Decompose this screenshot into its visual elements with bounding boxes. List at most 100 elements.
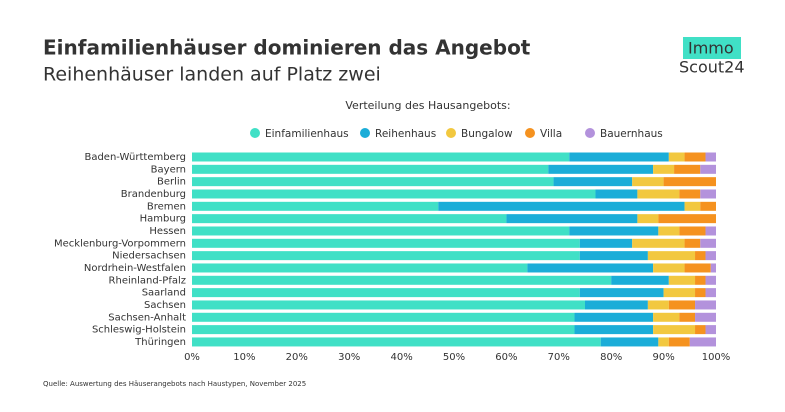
bar-segment	[700, 238, 716, 248]
x-tick-label: 10%	[233, 352, 255, 363]
bar-segment	[192, 214, 507, 224]
legend-marker	[525, 128, 535, 138]
bar-segment	[658, 226, 680, 236]
bar-segment	[192, 325, 575, 335]
bar-segment	[506, 214, 638, 224]
bar-segment	[192, 275, 612, 285]
bar-segment	[695, 300, 716, 310]
bar-segment	[700, 201, 716, 211]
bar-segment	[574, 325, 654, 335]
bar-segment	[668, 152, 685, 162]
bar-segment	[684, 201, 701, 211]
bar-segment	[674, 164, 701, 174]
bar-segment	[548, 164, 654, 174]
bar-segment	[653, 263, 685, 273]
y-tick-label: Nordrhein-Westfalen	[84, 263, 186, 274]
bar-segment	[695, 312, 716, 322]
y-tick-label: Bayern	[151, 164, 186, 175]
bar-segment	[192, 189, 596, 199]
bar-segment	[611, 275, 669, 285]
bar-segment	[668, 337, 690, 347]
y-tick-label: Rheinland-Pfalz	[109, 275, 186, 286]
x-tick-label: 40%	[390, 352, 412, 363]
bar-segment	[637, 189, 680, 199]
bar-segment	[653, 325, 696, 335]
bar-segment	[192, 337, 601, 347]
bar-segment	[192, 152, 570, 162]
bar-segment	[679, 312, 696, 322]
legend-label: Bauernhaus	[600, 128, 663, 140]
y-tick-label: Mecklenburg-Vorpommern	[54, 238, 186, 249]
bar-segment	[595, 189, 638, 199]
bar-segment	[705, 152, 716, 162]
bar-segment	[192, 201, 439, 211]
bar-segment	[438, 201, 685, 211]
legend-marker	[446, 128, 456, 138]
bar-segment	[658, 337, 669, 347]
bar-segment	[632, 177, 664, 187]
chart-subtitle: Reihenhäuser landen auf Platz zwei	[43, 64, 381, 86]
bar-segment	[600, 337, 659, 347]
legend-title: Verteilung des Hausangebots:	[345, 99, 510, 112]
y-tick-label: Niedersachsen	[112, 251, 186, 262]
bar-segment	[647, 300, 669, 310]
legend-marker	[360, 128, 370, 138]
x-tick-label: 100%	[702, 352, 731, 363]
bar-segment	[579, 238, 633, 248]
bar-segment	[192, 177, 554, 187]
y-tick-label: Schleswig-Holstein	[92, 325, 186, 336]
y-tick-label: Bremen	[147, 201, 186, 212]
bar-segment	[192, 226, 570, 236]
legend-label: Bungalow	[461, 128, 513, 140]
bar-segment	[705, 251, 716, 261]
logo-line2: Scout24	[679, 58, 745, 77]
bar-segment	[679, 189, 701, 199]
bar-segment	[684, 263, 711, 273]
bar-segment	[192, 238, 580, 248]
bar-segment	[689, 337, 716, 347]
bar-segment	[632, 238, 685, 248]
y-tick-label: Thüringen	[134, 337, 186, 348]
bar-segment	[192, 288, 580, 298]
x-tick-label: 80%	[600, 352, 622, 363]
y-tick-label: Baden-Württemberg	[84, 152, 186, 163]
bar-segment	[705, 275, 716, 285]
bar-segment	[668, 300, 696, 310]
x-tick-label: 30%	[338, 352, 360, 363]
x-tick-label: 60%	[495, 352, 517, 363]
bar-segment	[527, 263, 654, 273]
x-tick-label: 20%	[286, 352, 308, 363]
bar-segment	[684, 238, 701, 248]
legend-marker	[250, 128, 260, 138]
bar-segment	[574, 312, 654, 322]
bar-segment	[695, 288, 706, 298]
x-tick-label: 70%	[548, 352, 570, 363]
legend-label: Villa	[540, 128, 562, 140]
bar-segment	[663, 177, 716, 187]
logo-line1: Immo	[688, 39, 734, 58]
bar-segment	[710, 263, 716, 273]
bar-segment	[695, 251, 706, 261]
logo-box	[683, 37, 741, 59]
bar-segment	[192, 300, 585, 310]
bar-segment	[569, 152, 669, 162]
bar-segment	[684, 152, 706, 162]
bar-segment	[695, 325, 706, 335]
x-tick-label: 50%	[443, 352, 465, 363]
bar-segment	[705, 288, 716, 298]
y-tick-label: Saarland	[142, 288, 186, 299]
x-tick-label: 90%	[652, 352, 674, 363]
bar-segment	[679, 226, 706, 236]
bar-segment	[579, 288, 664, 298]
source: Quelle: Auswertung des Häuserangebots na…	[43, 380, 306, 388]
x-tick-label: 0%	[184, 352, 200, 363]
bar-segment	[647, 251, 696, 261]
y-tick-label: Sachsen	[144, 300, 186, 311]
bar-segment	[663, 288, 696, 298]
y-tick-label: Brandenburg	[121, 189, 186, 200]
bar-segment	[192, 312, 575, 322]
legend-label: Reihenhaus	[375, 128, 436, 140]
bar-segment	[700, 164, 716, 174]
bar-segment	[700, 189, 716, 199]
bar-segment	[705, 226, 716, 236]
